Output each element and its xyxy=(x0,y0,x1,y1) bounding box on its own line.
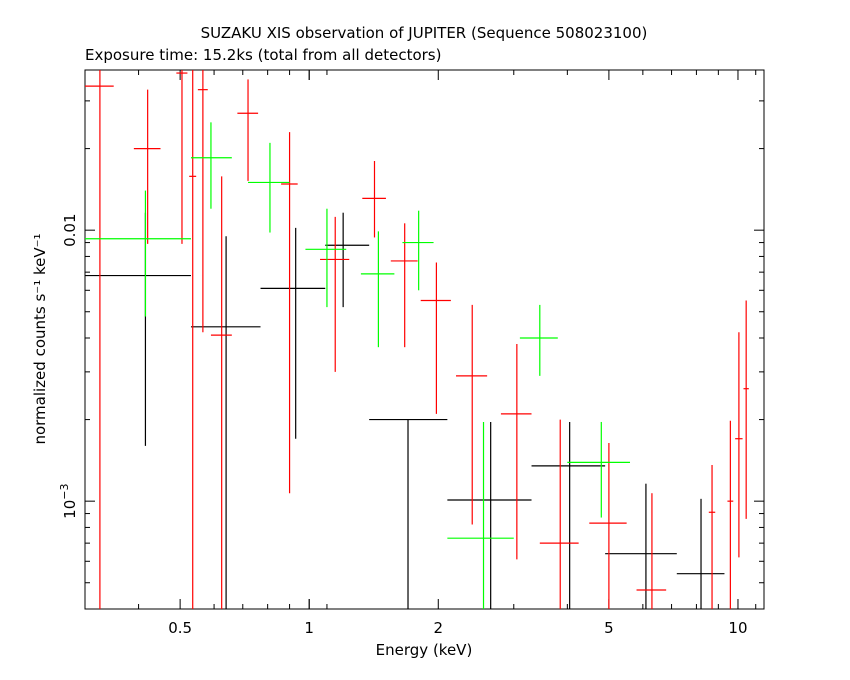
data-point xyxy=(85,70,114,609)
data-point xyxy=(210,176,232,609)
data-point xyxy=(567,421,631,518)
x-axis-label: Energy (keV) xyxy=(376,641,473,659)
data-point xyxy=(281,132,298,494)
x-tick-label: 2 xyxy=(433,619,443,637)
x-tick-label: 5 xyxy=(604,619,614,637)
data-point xyxy=(456,304,488,525)
chart-title: SUZAKU XIS observation of JUPITER (Seque… xyxy=(201,24,648,42)
data-point xyxy=(369,418,448,609)
axis-ticks xyxy=(84,70,764,610)
data-point xyxy=(190,236,261,609)
data-point xyxy=(85,190,191,317)
data-point xyxy=(133,89,161,244)
data-point xyxy=(85,212,191,446)
data-point xyxy=(676,498,725,609)
x-tick-label: 1 xyxy=(304,619,314,637)
data-point xyxy=(402,210,434,291)
data-point xyxy=(237,79,259,181)
data-point xyxy=(305,208,347,308)
data-point xyxy=(589,442,627,609)
data-point xyxy=(727,420,734,609)
data-point xyxy=(735,332,743,558)
data-point xyxy=(189,70,197,609)
x-tick-labels: 0.5 1 2 5 10 xyxy=(168,619,747,637)
data-point xyxy=(420,262,451,414)
data-point xyxy=(362,160,386,238)
data-point xyxy=(248,142,290,233)
data-point xyxy=(447,421,532,609)
series-2 xyxy=(85,122,631,609)
data-point xyxy=(636,493,667,609)
data-series xyxy=(85,70,749,609)
chart-subtitle: Exposure time: 15.2ks (total from all de… xyxy=(85,46,441,64)
data-point xyxy=(176,70,188,244)
data-point xyxy=(539,419,579,609)
data-point xyxy=(531,421,606,609)
y-axis-label: normalized counts s⁻¹ keV⁻¹ xyxy=(31,233,49,444)
y-tick-labels: 10−3 0.01 xyxy=(58,213,79,518)
x-tick-label: 10 xyxy=(728,619,747,637)
data-point xyxy=(360,231,395,348)
plot-frame xyxy=(84,69,765,610)
data-point xyxy=(447,421,514,609)
x-tick-label: 0.5 xyxy=(168,619,192,637)
data-point xyxy=(605,483,677,609)
data-point xyxy=(260,227,326,439)
y-tick-label: 10−3 xyxy=(58,484,79,519)
data-point xyxy=(197,70,208,333)
data-point xyxy=(320,216,350,372)
data-point xyxy=(190,122,232,209)
data-point xyxy=(708,464,716,609)
y-tick-label: 0.01 xyxy=(61,213,79,246)
data-point xyxy=(390,223,418,348)
data-point xyxy=(519,304,558,376)
data-point xyxy=(500,344,532,560)
data-point xyxy=(743,300,749,519)
series-1 xyxy=(85,70,749,609)
